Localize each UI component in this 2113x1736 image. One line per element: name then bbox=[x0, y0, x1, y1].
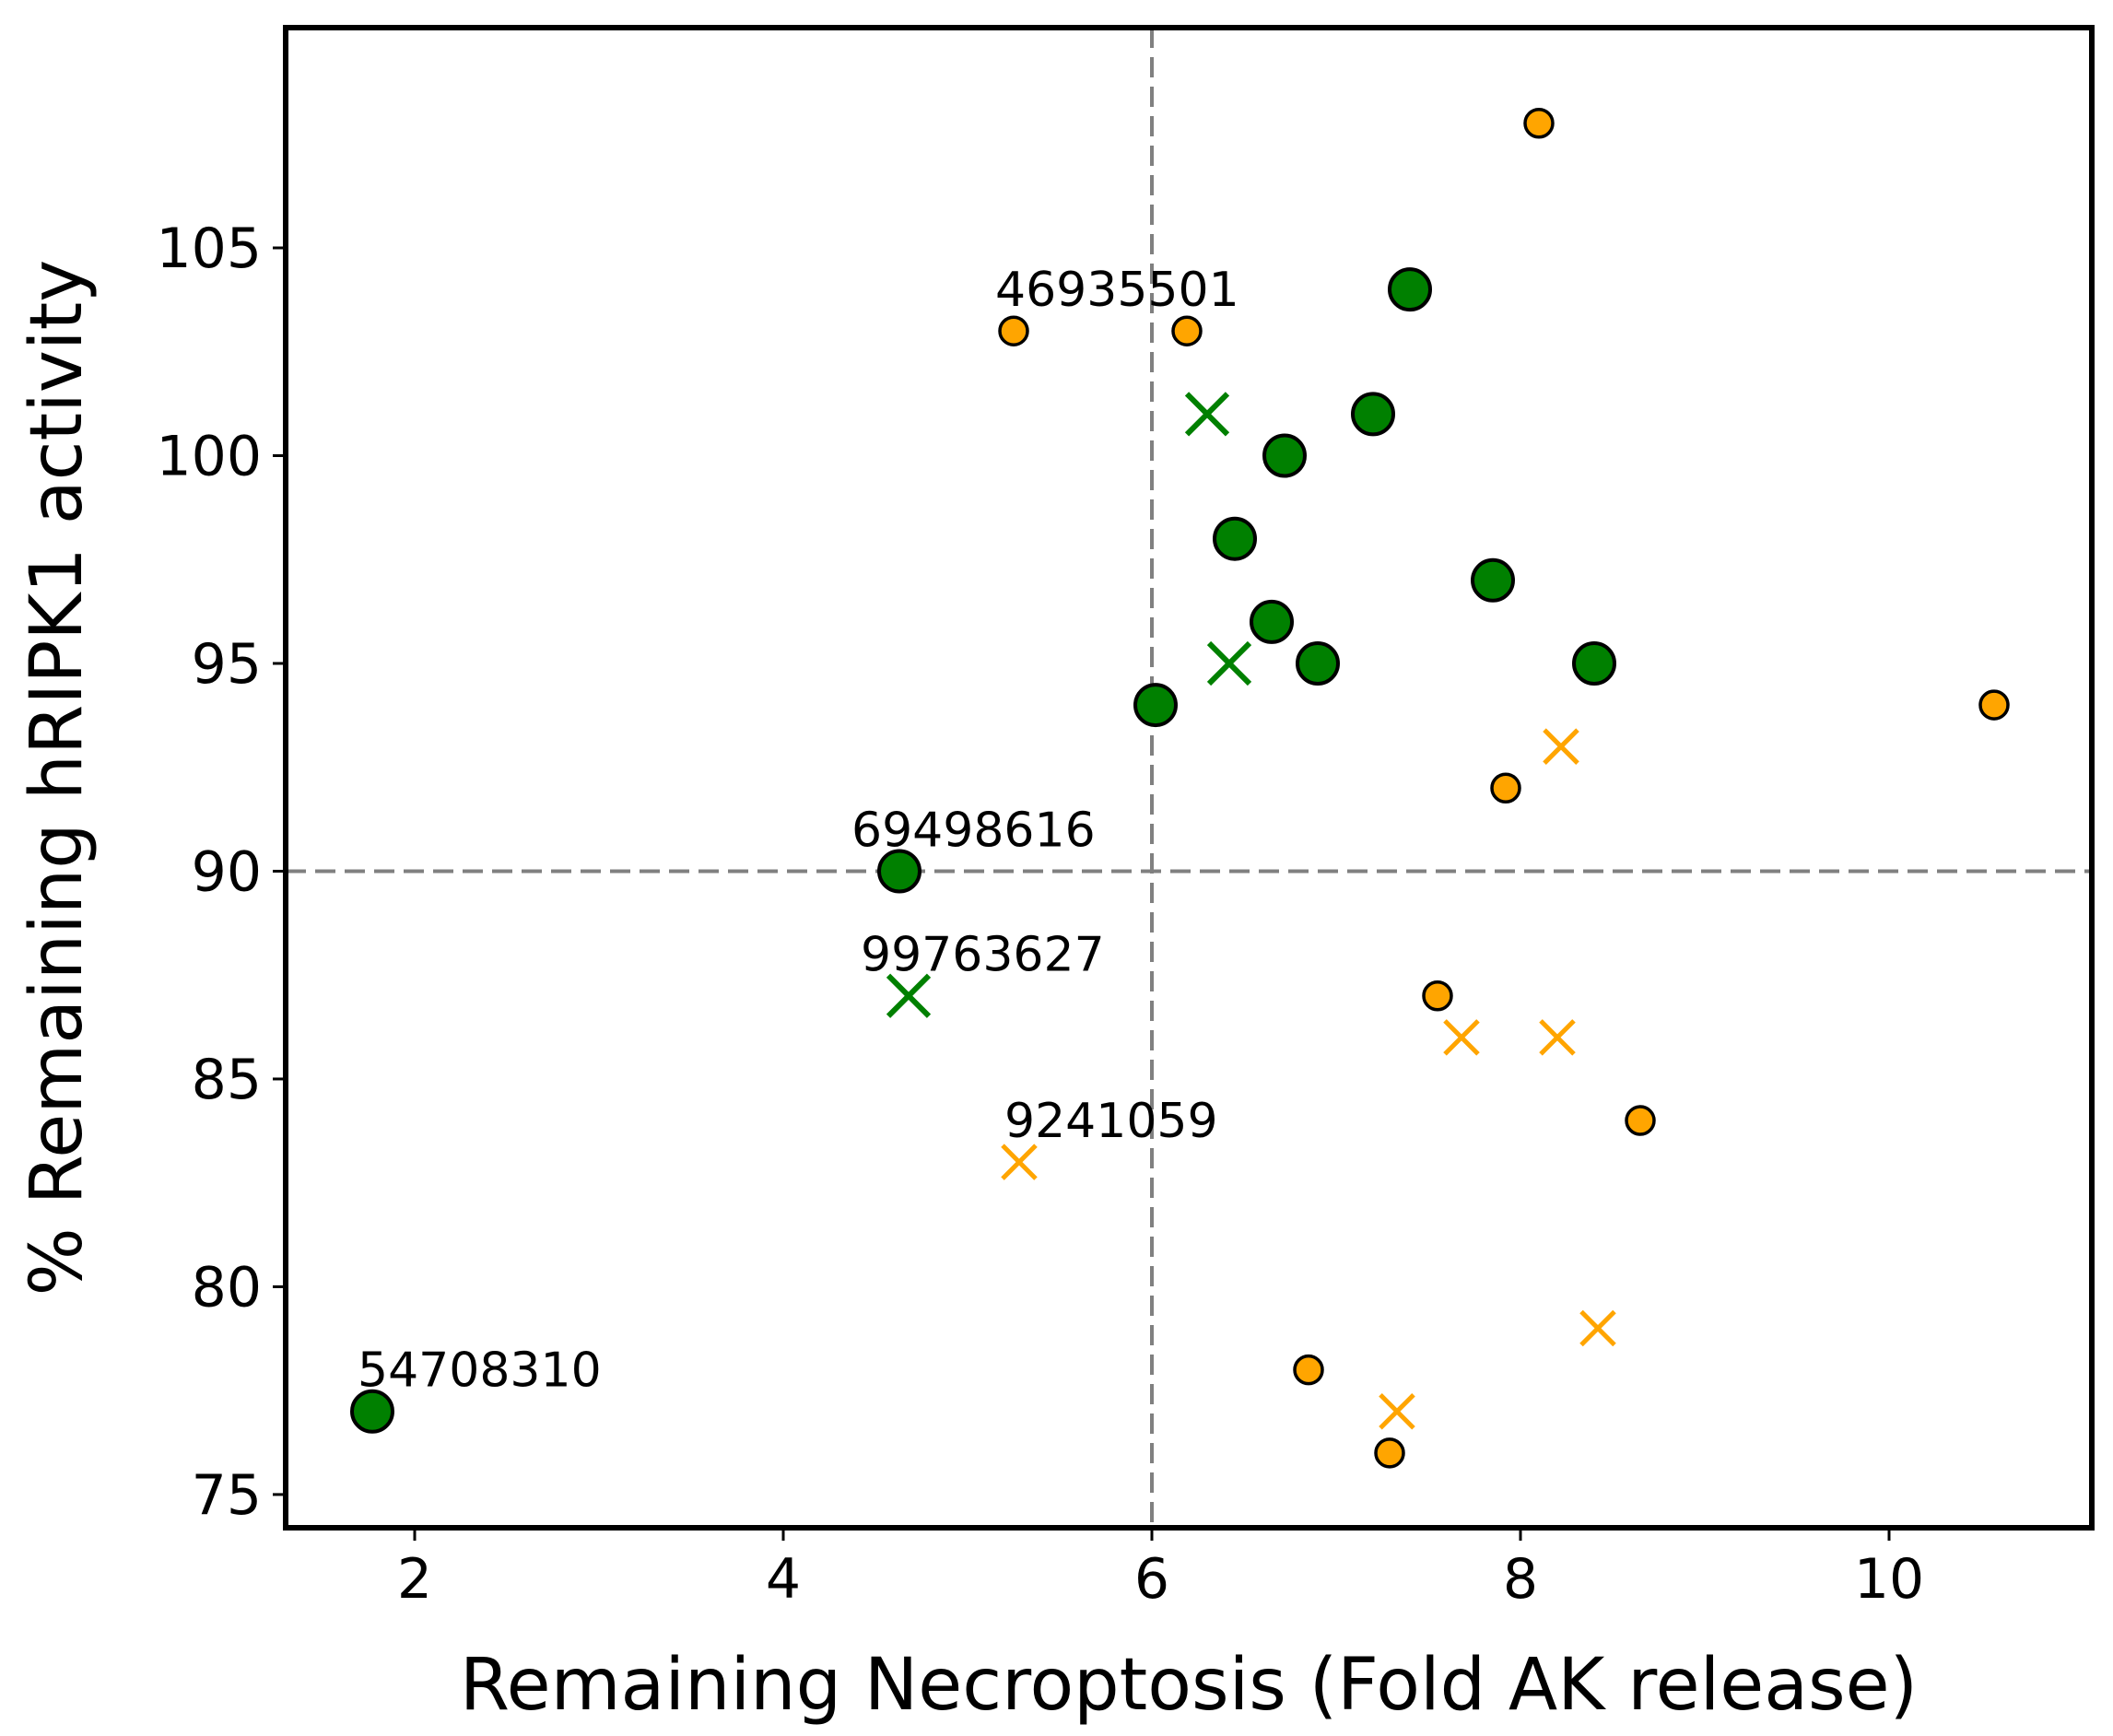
orange-x-point bbox=[1539, 1019, 1576, 1056]
y-tick-label: 90 bbox=[192, 839, 262, 904]
orange-x-point bbox=[1001, 1144, 1038, 1180]
orange-x-point bbox=[1579, 1309, 1616, 1347]
x-tick-label: 10 bbox=[1854, 1547, 1924, 1612]
x-tick-label: 4 bbox=[766, 1547, 801, 1612]
x-marker-stroke bbox=[1579, 1309, 1616, 1347]
green-circle-large-point bbox=[1296, 640, 1340, 686]
y-tick-label: 80 bbox=[192, 1255, 262, 1320]
orange-circle-small-point bbox=[1422, 980, 1453, 1012]
y-tick-label: 105 bbox=[156, 217, 262, 281]
green-circle-large-point bbox=[1262, 433, 1307, 478]
axis-ticks: 2 4 6 8 10 75 80 85 90 95 100 105 bbox=[156, 217, 1924, 1612]
x-marker-stroke bbox=[1539, 1019, 1576, 1056]
green-circle-large-point bbox=[1133, 683, 1178, 728]
orange-circle-small-point bbox=[1171, 315, 1203, 346]
green-circle-large-point bbox=[1471, 557, 1515, 603]
threshold-lines bbox=[286, 28, 2092, 1528]
green-circle-large-point bbox=[350, 1389, 394, 1434]
orange-circle-small-point bbox=[1978, 689, 2010, 721]
x-marker-stroke bbox=[1184, 392, 1230, 437]
y-tick-label: 75 bbox=[192, 1463, 262, 1528]
y-tick-label: 100 bbox=[156, 424, 262, 488]
data-points bbox=[350, 107, 2010, 1469]
orange-circle-small-point bbox=[1374, 1437, 1405, 1469]
orange-circle-small-point bbox=[998, 315, 1029, 346]
y-tick-label: 85 bbox=[192, 1048, 262, 1112]
plot-area-frame bbox=[283, 25, 2095, 1531]
green-circle-large-point bbox=[1351, 392, 1395, 437]
x-marker-stroke bbox=[1001, 1144, 1038, 1180]
x-marker-stroke bbox=[1443, 1019, 1480, 1056]
y-axis-label: % Remaining hRIPK1 activity bbox=[16, 260, 99, 1296]
green-circle-large-point bbox=[1250, 599, 1294, 644]
x-tick-label: 6 bbox=[1134, 1547, 1169, 1612]
point-annotation-label: 9241059 bbox=[1004, 1094, 1218, 1149]
x-tick-label: 8 bbox=[1503, 1547, 1538, 1612]
green-x-point bbox=[886, 973, 932, 1018]
point-annotations: 46935501 69498616 99763627 9241059 54708310 bbox=[358, 263, 1239, 1399]
green-circle-large-point bbox=[877, 849, 922, 894]
orange-circle-small-point bbox=[1490, 772, 1521, 804]
point-annotation-label: 46935501 bbox=[995, 263, 1239, 318]
green-circle-large-point bbox=[1213, 516, 1257, 561]
x-marker-stroke bbox=[1543, 728, 1579, 765]
green-x-point bbox=[1184, 392, 1230, 437]
point-annotation-label: 69498616 bbox=[851, 803, 1096, 858]
orange-x-point bbox=[1379, 1392, 1415, 1430]
green-circle-large-point bbox=[1572, 640, 1616, 686]
x-axis-label: Remaining Necroptosis (Fold AK release) bbox=[460, 1644, 1918, 1727]
point-annotation-label: 54708310 bbox=[358, 1343, 602, 1399]
y-tick-label: 95 bbox=[192, 632, 262, 697]
x-tick-label: 2 bbox=[397, 1547, 432, 1612]
orange-x-point bbox=[1443, 1019, 1480, 1056]
green-circle-large-point bbox=[1388, 267, 1432, 312]
orange-circle-small-point bbox=[1625, 1105, 1656, 1136]
x-marker-stroke bbox=[1379, 1392, 1415, 1430]
green-x-point bbox=[1206, 640, 1252, 686]
x-marker-stroke bbox=[1206, 640, 1252, 686]
x-marker-stroke bbox=[886, 973, 932, 1018]
orange-circle-small-point bbox=[1523, 107, 1555, 139]
orange-circle-small-point bbox=[1293, 1354, 1324, 1386]
orange-x-point bbox=[1543, 728, 1579, 765]
point-annotation-label: 99763627 bbox=[861, 928, 1105, 983]
